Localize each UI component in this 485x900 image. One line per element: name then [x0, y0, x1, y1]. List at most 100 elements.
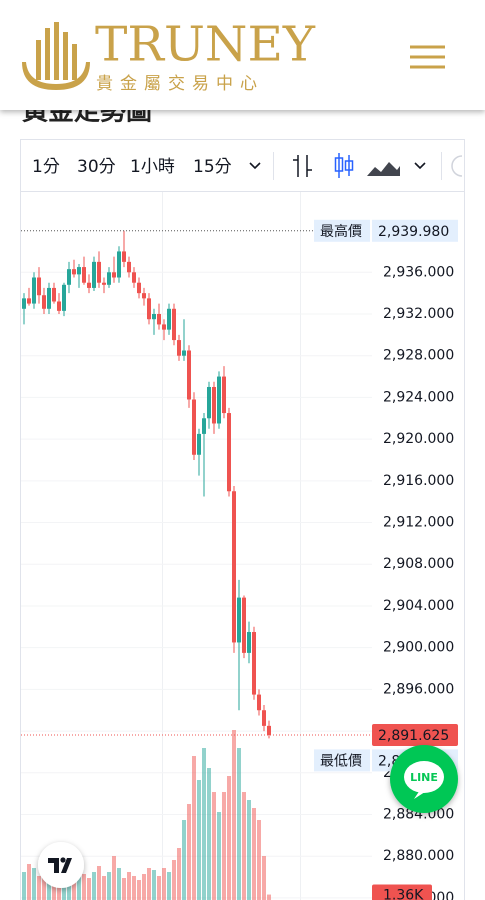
volume-bar [202, 748, 206, 900]
candle-body [237, 597, 241, 643]
interval-button[interactable]: 30分 [77, 157, 116, 177]
candle-style-icon[interactable] [334, 153, 354, 178]
volume-bar [192, 756, 196, 900]
price-axis: 2,936.000 2,932.000 2,928.000 2,924.000 2,92… [383, 264, 454, 900]
volume-bar [157, 876, 161, 900]
candle-body [202, 418, 206, 434]
volume-bar [117, 868, 121, 900]
volume-bar [242, 792, 246, 900]
interval-dropdown[interactable] [249, 162, 261, 170]
y-tick-label: 2,908.000 [383, 556, 454, 572]
candle-body [67, 269, 71, 285]
y-tick-label: 2,928.000 [383, 348, 454, 364]
last-price-box [372, 723, 458, 746]
candle-body [57, 301, 61, 311]
candle-body [37, 277, 41, 296]
interval-button[interactable]: 15分 [193, 157, 232, 177]
logo-icon [22, 22, 90, 90]
volume-bar [162, 868, 166, 900]
volume-bar [42, 862, 46, 900]
candle-body [257, 694, 261, 711]
brand-name[interactable]: TRUNEY [95, 17, 316, 73]
y-tick-label: 2,932.000 [383, 306, 454, 322]
header: TRUNEY 貴金屬交易中心 [0, 0, 485, 110]
volume-bar [52, 880, 56, 900]
candle-body [92, 261, 96, 288]
volume-bar [132, 876, 136, 900]
candle-body [127, 261, 131, 273]
candle-body [97, 261, 101, 283]
candle-body [162, 324, 166, 330]
volume-bar [107, 872, 111, 900]
low-label-box [314, 749, 370, 772]
volume-label-box [372, 884, 432, 900]
y-tick-label: 2,920.000 [383, 431, 454, 447]
candle-body [222, 376, 226, 414]
volume-bar [217, 812, 221, 900]
candle-body [232, 491, 236, 643]
line-label[interactable]: LINE [410, 771, 438, 784]
candle-body [177, 340, 181, 356]
brand-tagline: 貴金屬交易中心 [96, 74, 264, 94]
candle-body [212, 386, 216, 424]
candle-body [47, 287, 51, 309]
candle-body [132, 272, 136, 283]
candle-body [142, 293, 146, 299]
candle-body [227, 413, 231, 492]
area-style-icon[interactable] [367, 162, 400, 176]
interval-button[interactable]: 1小時 [130, 157, 175, 177]
candle-body [122, 251, 126, 262]
y-tick-label: 2,880.000 [383, 848, 454, 864]
candle-body [112, 272, 116, 278]
candle-body [62, 284, 66, 311]
volume-bar [37, 876, 41, 900]
volume-bar [127, 872, 131, 900]
volume-pane [22, 730, 271, 900]
tradingview-badge[interactable] [38, 842, 84, 888]
interval-button[interactable]: 1分 [32, 157, 60, 177]
volume-bar [72, 872, 76, 900]
candle-body [52, 287, 56, 302]
volume-bar [62, 876, 66, 900]
menu-button[interactable] [410, 45, 445, 69]
line-button[interactable]: LINE [390, 745, 458, 813]
bar-style-icon[interactable] [293, 155, 312, 177]
candle-body [262, 710, 266, 726]
candle-body [87, 282, 91, 288]
y-tick-label: 2,904.000 [383, 598, 454, 614]
candle-body [192, 399, 196, 455]
volume-bar [252, 808, 256, 900]
volume-bar [207, 768, 211, 900]
candle-body [252, 632, 256, 695]
high-value: 2,939.980 [378, 224, 449, 240]
low-label: 最低價 [320, 752, 362, 769]
candle-body [137, 282, 141, 294]
volume-bar [47, 870, 51, 900]
volume-bar [172, 860, 176, 900]
volume-bar [187, 804, 191, 900]
style-dropdown[interactable] [414, 162, 426, 170]
candle-body [182, 350, 186, 356]
candle-body [32, 277, 36, 304]
y-tick-label: 2,916.000 [383, 473, 454, 489]
toolbar: 1分 30分 1小時 15分 [32, 152, 463, 180]
y-tick-label: 2,896.000 [383, 681, 454, 697]
more-icon[interactable] [451, 155, 463, 177]
candle-body [207, 386, 211, 419]
candle-body [107, 272, 111, 285]
candle-body [187, 350, 191, 400]
candle-body [117, 251, 121, 278]
volume-bar [257, 820, 261, 900]
y-tick-label: 2,936.000 [383, 264, 454, 280]
volume-bar [222, 792, 226, 900]
candle-body [267, 725, 271, 735]
volume-bar [142, 874, 146, 900]
candle-body [72, 269, 76, 275]
candle-body [217, 376, 221, 424]
high-label-box [314, 219, 370, 242]
volume-bar [227, 776, 231, 900]
volume-bar [77, 868, 81, 900]
high-label: 最高價 [320, 223, 362, 240]
